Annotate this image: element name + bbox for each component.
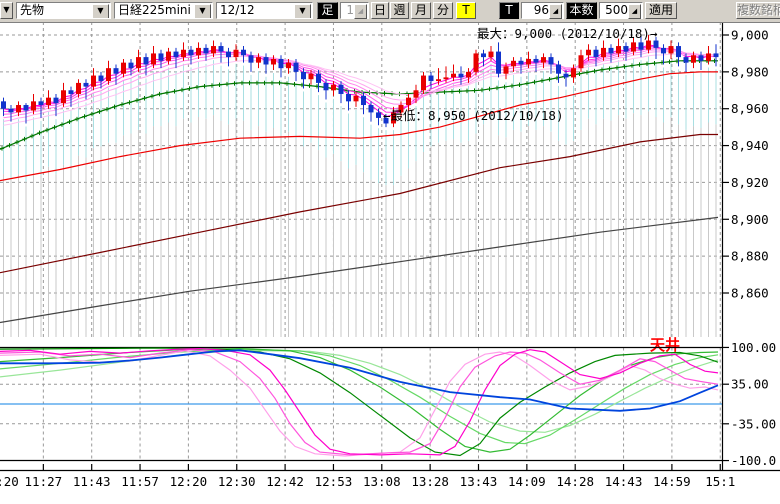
- toolbar: ▼ 先物 ▼ 日経225mini ▼ 12/12 ▼ 足 1 ◢ 日 週 月 分…: [0, 0, 780, 23]
- svg-text:100.00: 100.00: [731, 340, 776, 355]
- category-combobox[interactable]: 先物 ▼: [16, 2, 111, 19]
- svg-text:12:20: 12:20: [170, 474, 208, 489]
- interval-value: 1: [346, 3, 354, 17]
- period-week-button[interactable]: 週: [390, 2, 409, 19]
- svg-text:12:53: 12:53: [315, 474, 353, 489]
- period-tick-button[interactable]: T: [456, 2, 476, 19]
- svg-text:14:28: 14:28: [556, 474, 594, 489]
- apply-button[interactable]: 適用: [645, 2, 677, 19]
- bars-count-value: 96: [533, 3, 549, 17]
- svg-text:8,900: 8,900: [731, 212, 769, 227]
- svg-text:35.00: 35.00: [731, 377, 769, 392]
- svg-text:13:08: 13:08: [363, 474, 401, 489]
- category-combobox-value: 先物: [20, 3, 45, 17]
- symbol-combobox[interactable]: 日経225mini ▼: [114, 2, 213, 19]
- ema-ribbon: [3, 44, 717, 126]
- date-combobox[interactable]: 12/12 ▼: [216, 2, 313, 19]
- svg-text:13:28: 13:28: [411, 474, 449, 489]
- svg-text:14:59: 14:59: [653, 474, 691, 489]
- chevron-down-icon[interactable]: ▼: [92, 4, 109, 18]
- total-count-value: 500: [605, 3, 628, 17]
- chevron-down-icon[interactable]: ▼: [194, 4, 211, 18]
- t-label-button: T: [499, 2, 519, 19]
- total-count-stepper[interactable]: 500 ◢: [599, 2, 643, 19]
- svg-text:-35.00: -35.00: [731, 416, 776, 431]
- period-minute-button[interactable]: 分: [433, 2, 453, 19]
- period-day-button[interactable]: 日: [371, 2, 389, 19]
- interval-stepper[interactable]: 1 ◢: [340, 2, 369, 19]
- svg-text:8,940: 8,940: [731, 138, 769, 153]
- period-month-button[interactable]: 月: [411, 2, 431, 19]
- svg-text:11:20: 11:20: [0, 474, 19, 489]
- spinner-icon[interactable]: ◢: [354, 4, 367, 19]
- svg-text:8,980: 8,980: [731, 64, 769, 79]
- svg-text:8,860: 8,860: [731, 285, 769, 300]
- svg-text:12:30: 12:30: [218, 474, 256, 489]
- annotations: 最大：9,000 (2012/10/18)→ ←最低：8,950 (2012/10…: [383, 26, 680, 354]
- svg-text:8,880: 8,880: [731, 249, 769, 264]
- spinner-icon[interactable]: ◢: [628, 4, 641, 19]
- symbol-combobox-value: 日経225mini: [118, 3, 191, 17]
- candles-layer: [1, 35, 719, 128]
- moving-averages: [0, 58, 719, 324]
- ashi-label-button: 足: [317, 2, 338, 19]
- svg-text:9,000: 9,000: [731, 28, 769, 43]
- svg-text:最大：9,000 (2012/10/18)→: 最大：9,000 (2012/10/18)→: [477, 26, 658, 41]
- svg-text:8,920: 8,920: [731, 175, 769, 190]
- svg-text:8,960: 8,960: [731, 101, 769, 116]
- svg-text:←最低：8,950 (2012/10/18): ←最低：8,950 (2012/10/18): [383, 108, 564, 123]
- date-combobox-value: 12/12: [220, 3, 255, 17]
- honsu-label-button: 本数: [566, 2, 597, 19]
- svg-text:11:57: 11:57: [121, 474, 159, 489]
- svg-text:12:42: 12:42: [266, 474, 304, 489]
- bars-count-stepper[interactable]: 96 ◢: [521, 2, 564, 19]
- svg-text:11:27: 11:27: [25, 474, 63, 489]
- axes: 9,000 8,980 8,960 8,940 8,920 8,900 8,880 8,860…: [0, 22, 780, 489]
- svg-text:15:1: 15:1: [705, 474, 735, 489]
- chevron-down-icon[interactable]: ▼: [0, 2, 13, 19]
- svg-text:13:43: 13:43: [460, 474, 498, 489]
- svg-text:-100.0: -100.0: [731, 453, 776, 468]
- spinner-icon[interactable]: ◢: [549, 4, 562, 19]
- svg-text:11:43: 11:43: [73, 474, 111, 489]
- rci-panel: [0, 346, 722, 462]
- bar-hairlines: [3, 56, 717, 337]
- rci-series: [0, 347, 719, 457]
- chevron-down-icon[interactable]: ▼: [294, 4, 311, 18]
- svg-text:14:09: 14:09: [508, 474, 546, 489]
- svg-text:14:43: 14:43: [605, 474, 643, 489]
- ceiling-label: 天井: [650, 336, 680, 354]
- multi-symbol-button[interactable]: 複数銘柄: [736, 2, 780, 19]
